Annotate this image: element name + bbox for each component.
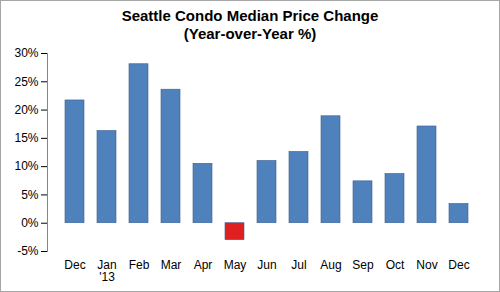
svg-text:Aug: Aug [320,258,341,272]
svg-text:20%: 20% [14,103,38,117]
html-text:Seattle Condo Median Price Cha: Seattle Condo Median Price Change [121,7,379,24]
svg-text:Dec: Dec [64,258,85,272]
html-text:(Year-over-Year %): (Year-over-Year %) [183,25,317,42]
svg-text:5%: 5% [21,188,39,202]
svg-text:Feb: Feb [129,258,150,272]
svg-text:Sep: Sep [352,258,374,272]
svg-text:Nov: Nov [416,258,437,272]
svg-text:25%: 25% [14,75,38,89]
svg-text:May: May [224,258,247,272]
svg-text:Dec: Dec [448,258,469,272]
svg-text:15%: 15% [14,131,38,145]
svg-text:Jul: Jul [291,258,306,272]
svg-text:10%: 10% [14,159,38,173]
svg-text:0%: 0% [21,216,39,230]
svg-text:Oct: Oct [386,258,405,272]
svg-text:Jan'13: Jan'13 [97,258,116,284]
svg-text:30%: 30% [14,46,38,60]
svg-text:Jun: Jun [257,258,276,272]
svg-text:Apr: Apr [194,258,213,272]
svg-text:-5%: -5% [17,244,39,258]
svg-text:Mar: Mar [161,258,182,272]
